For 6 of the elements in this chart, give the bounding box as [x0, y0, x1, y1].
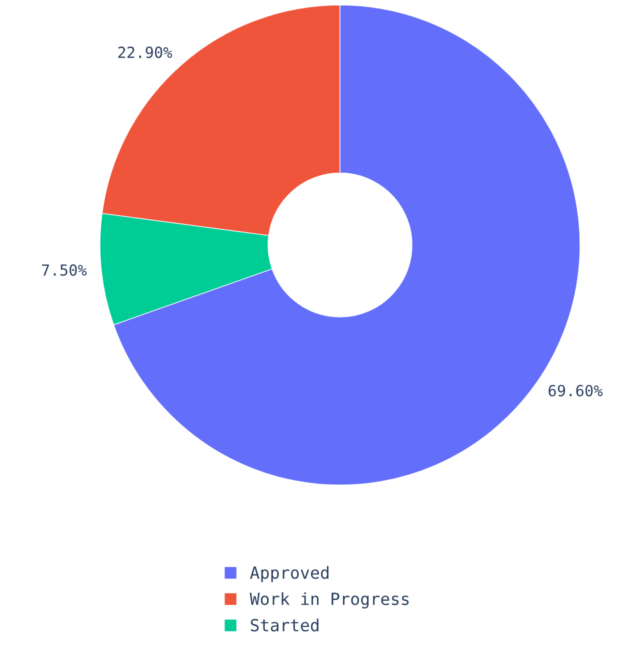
- data-label: 69.60%: [548, 384, 603, 396]
- legend-label: Work in Progress: [250, 592, 409, 608]
- legend-label: Started: [250, 618, 318, 632]
- data-label: 7.50%: [42, 264, 87, 276]
- data-label: 22.90%: [118, 46, 172, 58]
- legend-label: Approved: [250, 566, 328, 582]
